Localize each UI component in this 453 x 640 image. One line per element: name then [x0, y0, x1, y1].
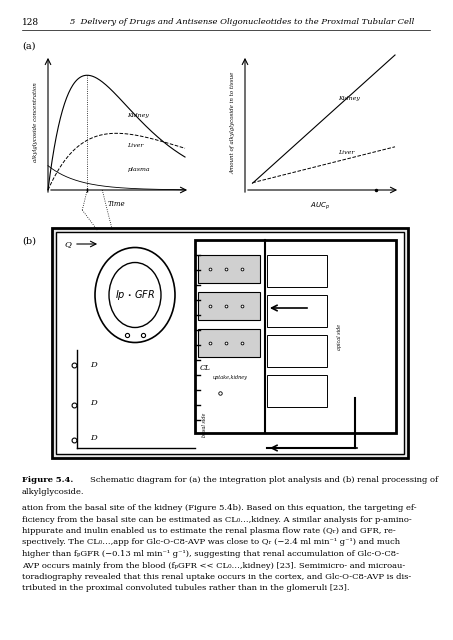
Text: plasma: plasma	[127, 167, 150, 172]
Text: ation from the basal site of the kidney (Figure 5.4b). Based on this equation, t: ation from the basal site of the kidney …	[22, 504, 417, 512]
Text: D: D	[90, 434, 97, 442]
Text: alkylglycoside concentration: alkylglycoside concentration	[34, 83, 39, 163]
Text: Figure 5.4.: Figure 5.4.	[22, 476, 73, 484]
Bar	[198, 255, 260, 283]
Text: AVP occurs mainly from the blood (fₚGFR << CL₀…,kidney) [23]. Semimicro- and mic: AVP occurs mainly from the blood (fₚGFR …	[22, 561, 405, 570]
Bar	[198, 292, 260, 320]
Bar	[267, 255, 327, 287]
Text: Kidney: Kidney	[127, 113, 149, 118]
Text: Q: Q	[64, 240, 71, 248]
Text: (a): (a)	[22, 42, 35, 51]
Bar	[195, 240, 396, 433]
Text: tributed in the proximal convoluted tubules rather than in the glomeruli [23].: tributed in the proximal convoluted tubu…	[22, 584, 350, 593]
Text: Schematic diagram for (a) the integration plot analysis and (b) renal processing: Schematic diagram for (a) the integratio…	[90, 476, 438, 484]
Text: toradiography revealed that this renal uptake occurs in the cortex, and Glc-O-C8: toradiography revealed that this renal u…	[22, 573, 411, 581]
Text: D: D	[90, 361, 97, 369]
Bar	[267, 375, 327, 407]
Text: Amount of alkylglycoside in to tissue: Amount of alkylglycoside in to tissue	[231, 71, 236, 173]
Text: higher than fₚGFR (−0.13 ml min⁻¹ g⁻¹), suggesting that renal accumulation of Gl: higher than fₚGFR (−0.13 ml min⁻¹ g⁻¹), …	[22, 550, 399, 558]
Text: basal side: basal side	[202, 413, 207, 437]
Text: apical side: apical side	[337, 323, 342, 349]
Bar	[267, 335, 327, 367]
Text: alkylglycoside.: alkylglycoside.	[22, 488, 85, 496]
Text: (b): (b)	[22, 237, 36, 246]
Text: CL: CL	[200, 364, 211, 372]
Text: Liver: Liver	[338, 150, 354, 155]
Bar	[267, 295, 327, 327]
Text: 128: 128	[22, 18, 39, 27]
Text: Liver: Liver	[127, 143, 144, 148]
Text: Kidney: Kidney	[338, 96, 360, 100]
Ellipse shape	[109, 262, 161, 328]
Text: uptake,kidney: uptake,kidney	[213, 376, 248, 381]
Bar	[198, 329, 260, 357]
Bar	[52, 228, 408, 458]
Text: $\mathit{Ip}$ · $\mathit{GFR}$: $\mathit{Ip}$ · $\mathit{GFR}$	[115, 288, 155, 302]
Text: Time: Time	[108, 200, 125, 208]
Text: D: D	[90, 399, 97, 407]
Text: hippurate and inulin enabled us to estimate the renal plasma flow rate (Qᵣ) and : hippurate and inulin enabled us to estim…	[22, 527, 396, 535]
Text: 5  Delivery of Drugs and Antisense Oligonucleotides to the Proximal Tubular Cell: 5 Delivery of Drugs and Antisense Oligon…	[70, 18, 414, 26]
Ellipse shape	[95, 248, 175, 342]
Text: ficiency from the basal site can be estimated as CL₀…,kidney. A similar analysis: ficiency from the basal site can be esti…	[22, 515, 412, 524]
Text: spectively. The CL₀…,app for Glc-O-C8-AVP was close to Qᵣ (−2.4 ml min⁻¹ g⁻¹) an: spectively. The CL₀…,app for Glc-O-C8-AV…	[22, 538, 400, 547]
Text: $AUC_p$: $AUC_p$	[310, 200, 330, 211]
Bar	[56, 232, 404, 454]
